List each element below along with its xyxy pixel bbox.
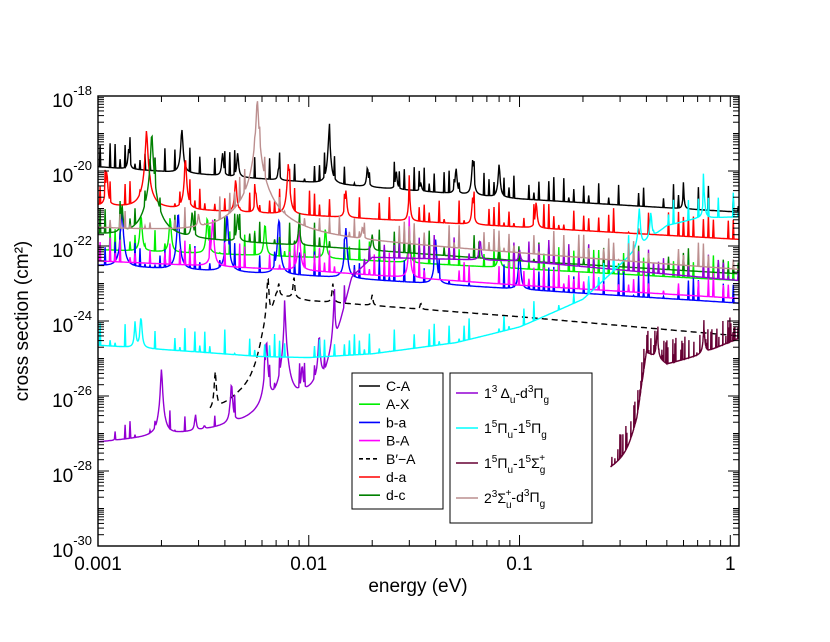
series-line-8	[98, 173, 739, 359]
axis-tick-labels: 0.001 0.01 0.1 1 10-30 10-28 10-26 10-24 10-22 10…	[52, 83, 736, 575]
legend-label: d-c	[386, 487, 405, 503]
series-line-4	[209, 277, 739, 409]
series-line-9	[610, 317, 739, 468]
legend-label: A-X	[386, 396, 410, 412]
legend-label: B-A	[386, 433, 410, 449]
x-tick-label: 0.001	[74, 554, 122, 575]
series-line-10	[98, 101, 739, 270]
y-tick-label: 10-20	[52, 158, 92, 187]
legend-label: b-a	[386, 414, 406, 430]
x-tick-label: 0.01	[290, 554, 327, 575]
legend: C-A A-X b-a B-A B′−A d-a d-c 13 Δu-d3Πg 15Πu-15Π…	[351, 372, 593, 524]
series-line-2	[98, 209, 739, 304]
legend-label: 15Πu-15Πg	[484, 419, 547, 441]
legend-label: 23Σu+-d3Πg	[484, 488, 545, 511]
y-tick-label: 10-18	[52, 83, 92, 112]
y-tick-label: 10-24	[52, 308, 92, 337]
series-layer	[98, 101, 739, 468]
series-line-7	[98, 234, 739, 443]
legend-label: C-A	[386, 378, 411, 394]
legend-label: 13 Δu-d3Πg	[484, 384, 549, 406]
y-tick-label: 10-22	[52, 233, 92, 262]
legend-label: B′−A	[386, 451, 416, 467]
legend-label: d-a	[386, 469, 406, 485]
y-tick-label: 10-28	[52, 458, 92, 487]
x-tick-label: 1	[725, 554, 736, 575]
y-axis-label: cross section (cm²)	[12, 241, 33, 401]
series-line-0	[98, 123, 739, 213]
y-tick-label: 10-30	[52, 533, 92, 562]
series-line-5	[98, 131, 739, 241]
x-tick-label: 0.1	[506, 554, 532, 575]
series-line-3	[98, 216, 739, 300]
y-tick-label: 10-26	[52, 383, 92, 412]
legend-label: 15Πu-15Σg+	[484, 453, 545, 476]
x-axis-label: energy (eV)	[368, 576, 467, 597]
axis-ticks	[97, 95, 739, 547]
